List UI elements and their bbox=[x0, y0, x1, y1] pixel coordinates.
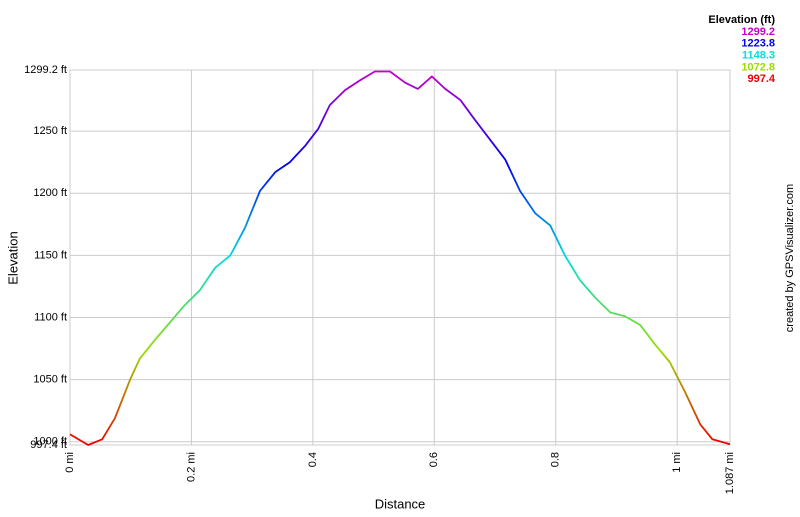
y-tick-label: 1150 ft bbox=[34, 249, 67, 261]
y-tick-label: 1299.2 ft bbox=[24, 64, 67, 76]
x-tick-label: 0.4 bbox=[307, 452, 319, 467]
x-tick-label: 0.2 mi bbox=[185, 452, 197, 482]
plot-frame bbox=[69, 69, 731, 446]
y-tick-label: 1250 ft bbox=[33, 125, 67, 137]
y-tick-label: 997.4 ft bbox=[30, 439, 67, 451]
credit: created by GPSVisualizer.com bbox=[784, 184, 796, 332]
legend-value: 1223.8 bbox=[741, 38, 775, 50]
x-tick-label: 1 mi bbox=[671, 452, 683, 473]
x-tick-label: 1.087 mi bbox=[724, 452, 736, 494]
y-axis-title: Elevation bbox=[5, 231, 20, 284]
x-tick-label: 0.6 bbox=[428, 452, 440, 467]
y-tick-label: 1050 ft bbox=[33, 374, 67, 386]
legend-value: 1148.3 bbox=[742, 50, 775, 62]
y-tick-label: 1000 ft bbox=[33, 436, 67, 448]
y-tick-label: 1100 ft bbox=[34, 311, 67, 323]
y-tick-label: 1200 ft bbox=[33, 187, 67, 199]
x-tick-label: 0 mi bbox=[64, 452, 76, 473]
legend-value: 1299.2 bbox=[741, 26, 775, 38]
legend-title: Elevation (ft) bbox=[708, 14, 775, 26]
legend-value: 1072.8 bbox=[741, 61, 775, 73]
legend-value: 997.4 bbox=[747, 73, 775, 85]
elevation-line bbox=[69, 70, 731, 446]
x-axis-title: Distance bbox=[375, 496, 426, 511]
x-tick-label: 0.8 bbox=[550, 452, 562, 467]
